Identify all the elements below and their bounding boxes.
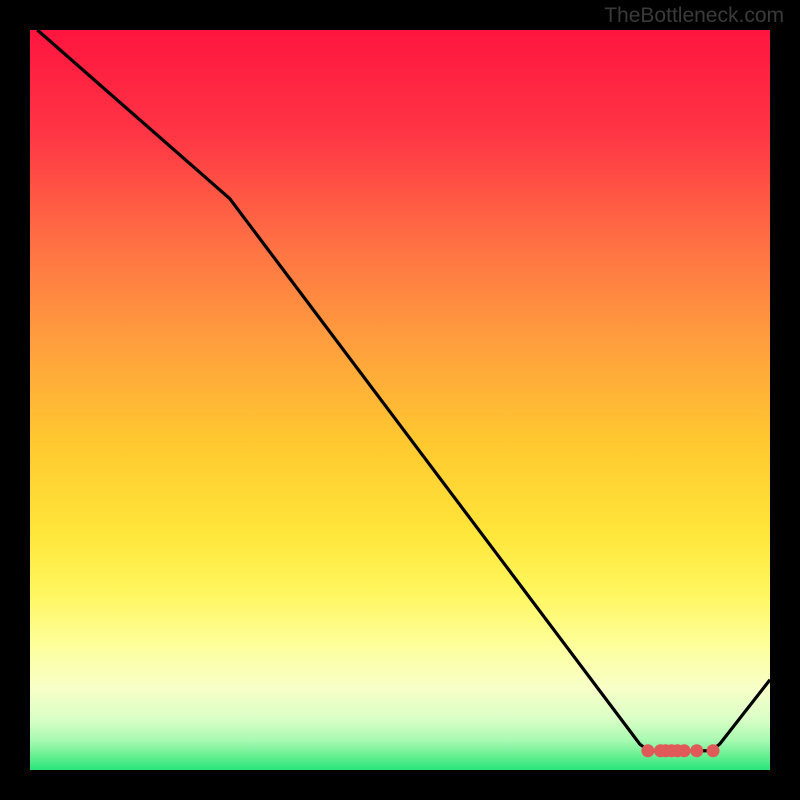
data-marker bbox=[641, 744, 654, 757]
data-marker bbox=[707, 744, 720, 757]
line-layer bbox=[30, 30, 770, 770]
chart-container: TheBottleneck.com bbox=[0, 0, 800, 800]
plot-area bbox=[30, 30, 770, 770]
data-marker bbox=[678, 744, 691, 757]
data-line bbox=[37, 30, 770, 751]
data-marker bbox=[690, 744, 703, 757]
watermark-text: TheBottleneck.com bbox=[604, 4, 784, 28]
marker-group bbox=[641, 744, 719, 757]
